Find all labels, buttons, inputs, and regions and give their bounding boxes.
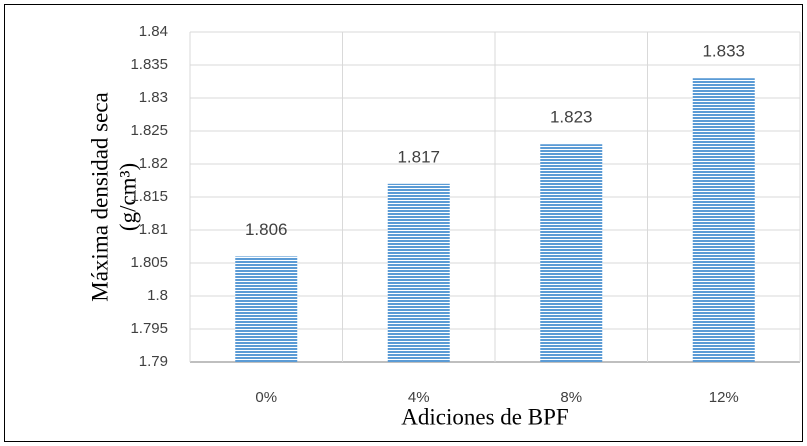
data-label: 1.823 bbox=[550, 108, 593, 127]
data-label: 1.806 bbox=[245, 220, 288, 239]
y-tick-label: 1.82 bbox=[139, 155, 168, 172]
bar bbox=[540, 144, 603, 362]
y-tick-label: 1.79 bbox=[139, 353, 168, 370]
y-tick-label: 1.835 bbox=[130, 56, 168, 73]
x-tick-label: 0% bbox=[255, 389, 277, 406]
x-axis-label: Adiciones de BPF bbox=[401, 404, 568, 429]
data-label: 1.817 bbox=[397, 147, 440, 166]
x-tick-label: 12% bbox=[709, 389, 739, 406]
bar bbox=[387, 183, 450, 362]
y-tick-label: 1.83 bbox=[139, 89, 168, 106]
y-tick-label: 1.805 bbox=[130, 254, 168, 271]
bar bbox=[235, 256, 298, 362]
y-tick-label: 1.825 bbox=[130, 122, 168, 139]
y-tick-label: 1.81 bbox=[139, 221, 168, 238]
y-tick-label: 1.84 bbox=[139, 23, 168, 40]
bar bbox=[692, 78, 755, 362]
y-axis-label: Máxima densidad seca bbox=[87, 92, 112, 301]
y-tick-label: 1.815 bbox=[130, 188, 168, 205]
y-tick-label: 1.795 bbox=[130, 320, 168, 337]
data-label: 1.833 bbox=[702, 42, 745, 61]
x-tick-label: 8% bbox=[560, 389, 582, 406]
y-axis-label: (g/cm³) bbox=[115, 163, 140, 231]
x-tick-label: 4% bbox=[408, 389, 430, 406]
y-tick-label: 1.8 bbox=[147, 287, 168, 304]
